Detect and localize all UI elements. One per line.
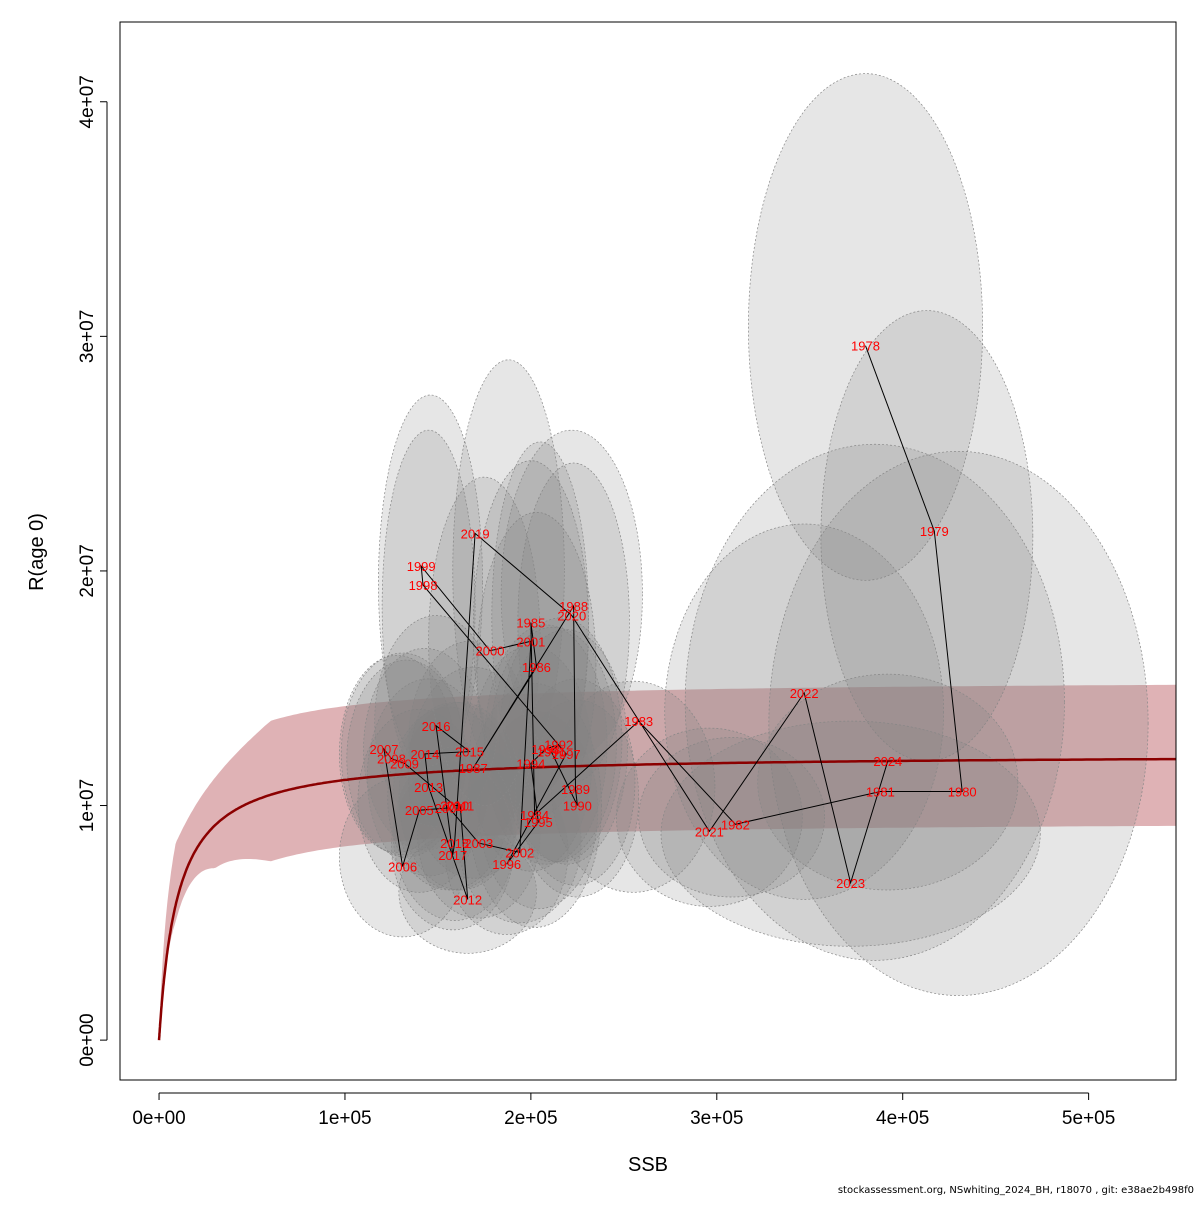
year-label-1979: 1979	[920, 524, 949, 539]
year-label-1994: 1994	[516, 756, 545, 771]
year-label-1986: 1986	[522, 660, 551, 675]
uncertainty-ellipse-2018	[392, 746, 517, 921]
uncertainty-ellipse-2013	[366, 678, 491, 877]
year-label-2018: 2018	[440, 836, 469, 851]
x-tick-label: 2e+05	[504, 1108, 557, 1129]
y-tick-label: 3e+07	[77, 310, 98, 363]
plot-area: 1978 1979 1980 1981 1982 1983 1984 1985 1986 1987…	[157, 73, 1176, 1041]
x-axis-label: SSB	[628, 1154, 668, 1176]
uncertainty-ellipse-2015	[407, 640, 532, 849]
x-tick-label: 5e+05	[1062, 1108, 1115, 1129]
year-label-1998: 1998	[409, 578, 438, 593]
fitted-curve	[157, 757, 1176, 1041]
year-label-2024: 2024	[873, 754, 902, 769]
year-label-2013: 2013	[414, 780, 443, 795]
uncertainty-ellipse-1992	[498, 617, 623, 863]
y-tick-label: 0e+00	[77, 1013, 98, 1066]
uncertainty-ellipse-2008	[339, 655, 455, 853]
uncertainty-ellipse-2007	[340, 652, 465, 856]
year-label-2009: 2009	[390, 756, 419, 771]
axes: 0e+00 1e+05 2e+05 3e+05 4e+05 5e+05 0e+00 1e+07…	[77, 21, 1177, 1129]
year-label-2001: 2001	[516, 634, 545, 649]
year-label-1983: 1983	[624, 714, 653, 729]
year-label-2008: 2008	[377, 752, 406, 767]
year-label-1993: 1993	[531, 742, 560, 757]
uncertainty-ellipse-1998	[378, 394, 483, 771]
year-label-2003: 2003	[464, 836, 493, 851]
uncertainty-ellipse-1999	[381, 429, 476, 783]
year-label-1999: 1999	[407, 559, 436, 574]
year-label-2022: 2022	[790, 686, 819, 701]
year-label-1980: 1980	[948, 784, 977, 799]
year-label-1985: 1985	[516, 616, 545, 631]
footer-credit: stockassessment.org, NSwhiting_2024_BH, …	[837, 1185, 1194, 1196]
uncertainty-ellipse-1987	[407, 666, 539, 879]
year-label-1988: 1988	[559, 599, 588, 614]
year-label-1996: 1996	[492, 857, 521, 872]
year-label-2021: 2021	[695, 824, 724, 839]
uncertainty-ellipse-1981	[684, 443, 1065, 961]
year-label-2015: 2015	[455, 745, 484, 760]
year-label-2023: 2023	[836, 876, 865, 891]
year-label-1995: 1995	[524, 815, 553, 830]
plot-frame	[119, 21, 1177, 1081]
y-tick-label: 4e+07	[77, 75, 98, 128]
uncertainty-ellipse-2020	[500, 429, 643, 759]
uncertainty-ellipse-2014	[363, 648, 487, 851]
uncertainty-ellipse-2024	[757, 673, 1019, 891]
uncertainty-ellipse-2012	[398, 830, 537, 954]
uncertainty-ellipse-2011	[398, 701, 522, 891]
uncertainty-ellipse-2023	[660, 720, 1041, 947]
year-label-2016: 2016	[422, 719, 451, 734]
y-axis-label: R(age 0)	[26, 513, 48, 591]
year-trajectory	[383, 345, 963, 900]
year-label-2002: 2002	[505, 845, 534, 860]
year-label-1984: 1984	[520, 808, 549, 823]
uncertainty-ellipse-2021	[616, 727, 803, 907]
year-label-2007: 2007	[370, 742, 399, 757]
x-tick-label: 3e+05	[690, 1108, 743, 1129]
year-label-2020: 2020	[557, 609, 586, 624]
uncertainty-ellipse-1978	[748, 73, 983, 581]
uncertainty-ellipse-2001	[491, 441, 589, 795]
uncertainty-ellipse-1983	[550, 680, 716, 893]
year-label-2006: 2006	[388, 860, 417, 875]
year-label-2012: 2012	[453, 892, 482, 907]
uncertainty-ellipse-2019	[428, 476, 541, 806]
year-label-1997: 1997	[552, 747, 581, 762]
year-label-2017: 2017	[438, 848, 467, 863]
year-label-2010: 2010	[440, 799, 469, 814]
year-label-2019: 2019	[461, 526, 490, 541]
year-label-2011: 2011	[446, 799, 474, 814]
y-tick-label: 2e+07	[77, 544, 98, 597]
year-label-1991: 1991	[537, 745, 566, 760]
year-label-2000: 2000	[476, 644, 505, 659]
year-label-1990: 1990	[563, 799, 592, 814]
year-label-2014: 2014	[410, 747, 439, 762]
x-tick-label: 4e+05	[876, 1108, 929, 1129]
uncertainty-ellipse-1994	[469, 645, 593, 872]
year-label-2005: 2005	[405, 803, 434, 818]
year-label-1989: 1989	[561, 782, 590, 797]
uncertainty-ellipse-1982	[638, 737, 825, 898]
uncertainty-ellipse-2017	[391, 760, 515, 931]
x-tick-label: 0e+00	[132, 1108, 185, 1129]
year-label-1982: 1982	[721, 817, 750, 832]
year-label-1978: 1978	[851, 339, 880, 354]
x-tick-label: 1e+05	[318, 1108, 371, 1129]
uncertainty-ellipse-1980	[768, 450, 1149, 996]
year-label-1987: 1987	[459, 761, 488, 776]
y-tick-label: 1e+07	[77, 779, 98, 832]
uncertainty-ellipse-2000	[452, 359, 565, 783]
year-label-1992: 1992	[544, 738, 573, 753]
year-label-1981: 1981	[866, 784, 895, 799]
uncertainty-ellipse-1997	[504, 629, 628, 865]
year-label-2004: 2004	[435, 801, 464, 816]
